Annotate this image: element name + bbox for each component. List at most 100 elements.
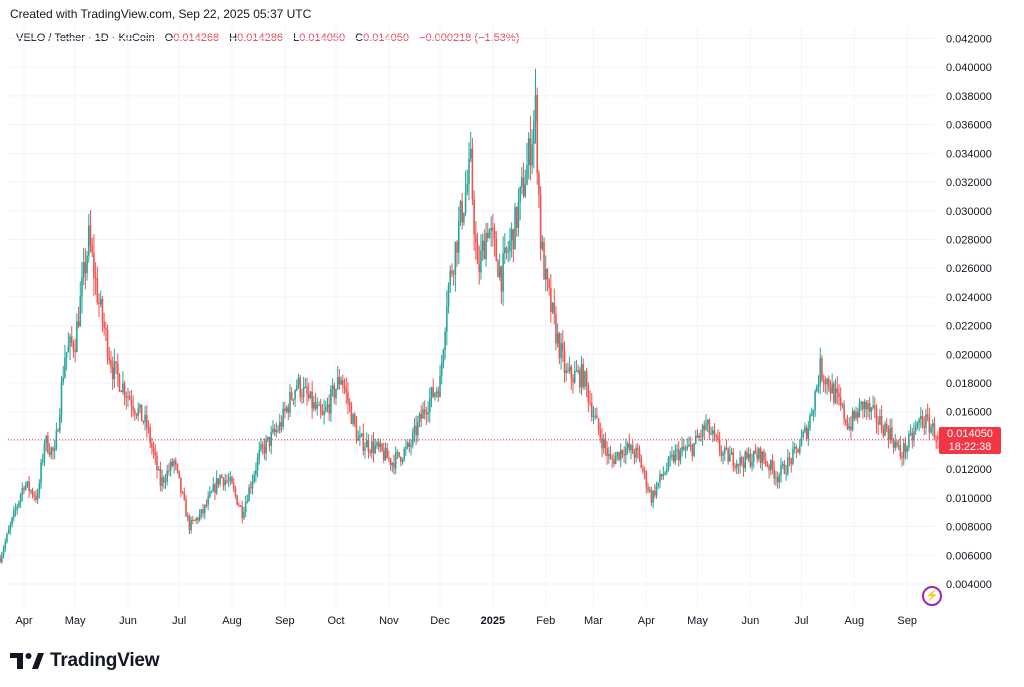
candle-body xyxy=(348,402,351,406)
candle-body xyxy=(679,450,682,461)
candle-body xyxy=(732,452,735,467)
y-tick-label: 0.026000 xyxy=(946,263,992,275)
candle-body xyxy=(868,403,871,412)
candle-body xyxy=(57,430,59,432)
candle-body xyxy=(345,388,348,393)
candle-body xyxy=(224,480,226,486)
candle-body xyxy=(480,250,482,273)
candle-body xyxy=(464,192,467,213)
candle-body xyxy=(572,378,574,383)
candle-body xyxy=(916,423,919,427)
candle-body xyxy=(161,477,163,486)
candle-body xyxy=(599,430,602,438)
candle-body xyxy=(527,138,530,165)
candle-body xyxy=(437,391,440,397)
candle-body xyxy=(307,394,310,399)
candle-body xyxy=(181,492,184,494)
candle-body xyxy=(884,423,886,436)
candle-body xyxy=(43,443,46,459)
candle-body xyxy=(251,481,254,489)
candle-body xyxy=(858,403,861,418)
candle-body xyxy=(267,436,269,440)
candle-body xyxy=(400,456,402,462)
candle-body xyxy=(166,470,169,482)
candle-body xyxy=(665,469,668,473)
candle-body xyxy=(253,474,255,482)
candle-body xyxy=(101,298,104,322)
candle-body xyxy=(140,404,143,422)
candle-body xyxy=(265,439,267,454)
created-with-caption: Created with TradingView.com, Sep 22, 20… xyxy=(10,7,312,21)
candle-body xyxy=(744,452,747,469)
candle-body xyxy=(669,456,671,458)
candle-body xyxy=(417,421,419,436)
candle-body xyxy=(804,427,806,432)
candle-body xyxy=(36,493,39,500)
candle-body xyxy=(89,225,92,246)
candle-body xyxy=(324,407,327,411)
candle-body xyxy=(800,436,803,446)
candle-body xyxy=(580,364,583,388)
candle-body xyxy=(249,487,252,489)
candle-body xyxy=(590,402,593,417)
candle-body xyxy=(526,164,528,185)
candle-body xyxy=(220,475,223,478)
candle-body xyxy=(234,488,237,496)
candle-body xyxy=(817,384,820,387)
candle-body xyxy=(568,366,571,371)
candle-body xyxy=(40,462,42,484)
candle-body xyxy=(352,414,354,424)
candle-body xyxy=(602,439,605,449)
candle-body xyxy=(372,441,375,453)
candle-body xyxy=(191,519,194,521)
candle-body xyxy=(495,238,498,261)
x-tick-label: 2025 xyxy=(481,615,505,627)
candle-body xyxy=(195,518,198,521)
candle-body xyxy=(130,399,133,407)
tradingview-wordmark: TradingView xyxy=(50,650,160,671)
candle-body xyxy=(168,470,170,472)
candle-body xyxy=(434,393,436,397)
candle-body xyxy=(584,371,586,387)
x-tick-label: Oct xyxy=(327,615,344,627)
candle-body xyxy=(186,515,189,517)
candle-body xyxy=(457,220,460,253)
candle-body xyxy=(236,495,238,505)
candle-body xyxy=(442,349,445,363)
candle-body xyxy=(263,446,266,454)
candle-body xyxy=(31,490,34,496)
candle-body xyxy=(502,253,504,292)
candle-body xyxy=(156,455,158,471)
candle-body xyxy=(226,480,228,482)
candle-body xyxy=(776,477,779,483)
candle-body xyxy=(650,490,653,503)
candle-body xyxy=(0,558,1,562)
candle-body xyxy=(862,401,864,410)
candle-body xyxy=(326,404,329,408)
candle-body xyxy=(640,457,643,468)
candle-body xyxy=(855,412,857,419)
candle-body xyxy=(207,496,209,506)
candle-body xyxy=(790,458,793,464)
lightning-icon[interactable]: ⚡ xyxy=(922,586,942,606)
y-tick-label: 0.006000 xyxy=(946,550,992,562)
candle-body xyxy=(575,371,578,373)
candle-body xyxy=(388,458,390,460)
candle-body xyxy=(149,427,151,444)
candle-body xyxy=(822,379,825,382)
candle-body xyxy=(657,482,660,486)
candle-body xyxy=(275,430,278,433)
candle-body xyxy=(420,413,423,419)
candle-body xyxy=(231,476,233,484)
candle-body xyxy=(821,358,823,380)
candle-body xyxy=(284,408,286,412)
candle-body xyxy=(87,225,90,256)
candle-body xyxy=(255,470,257,475)
candle-body xyxy=(485,232,487,260)
candle-body xyxy=(851,411,854,430)
candle-body xyxy=(391,462,394,466)
candle-body xyxy=(630,445,632,451)
candle-body xyxy=(4,541,7,549)
candle-body xyxy=(684,448,687,450)
